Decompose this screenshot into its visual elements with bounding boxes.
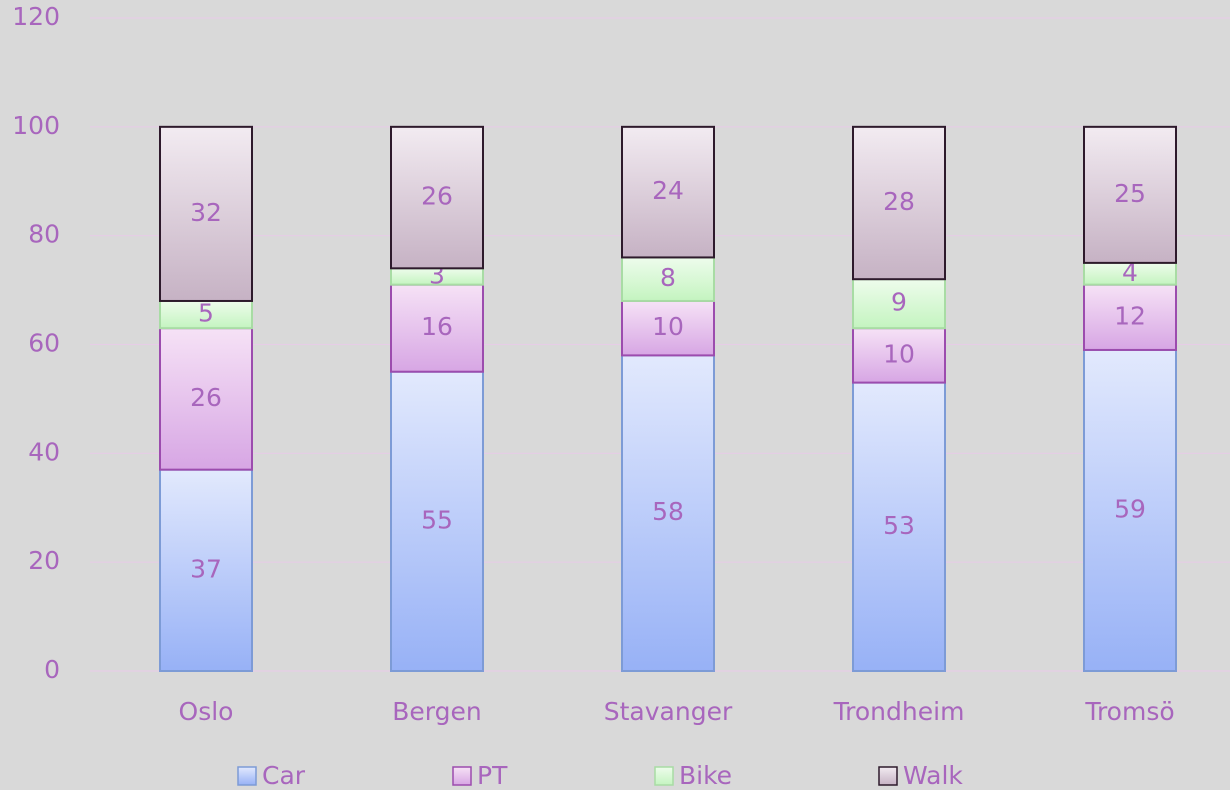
bar-segment xyxy=(390,125,484,270)
legend-swatch xyxy=(237,766,257,786)
y-tick-label: 120 xyxy=(12,2,60,31)
data-label: 28 xyxy=(883,187,915,216)
legend-swatch xyxy=(452,766,472,786)
bar-segment xyxy=(159,299,253,330)
data-label: 25 xyxy=(1114,179,1146,208)
data-label: 12 xyxy=(1114,301,1146,330)
y-tick-label: 80 xyxy=(28,220,60,249)
y-tick-label: 60 xyxy=(28,329,60,358)
bar-segment xyxy=(621,256,715,302)
legend-label: Bike xyxy=(679,761,732,790)
data-label: 55 xyxy=(421,505,453,534)
data-label: 59 xyxy=(1114,494,1146,523)
bar-segment xyxy=(1083,283,1177,351)
data-label: 8 xyxy=(660,263,676,292)
x-tick-label: Oslo xyxy=(179,697,234,726)
legend-label: PT xyxy=(477,761,508,790)
bar-segment xyxy=(1083,348,1177,672)
data-label: 9 xyxy=(891,288,907,317)
legend-label: Car xyxy=(262,761,306,790)
data-label: 53 xyxy=(883,511,915,540)
data-label: 4 xyxy=(1122,258,1138,287)
x-tick-label: Tromsö xyxy=(1084,697,1174,726)
bar-segment xyxy=(852,327,946,384)
bar-segment xyxy=(159,125,253,302)
data-label: 26 xyxy=(421,182,453,211)
y-tick-label: 20 xyxy=(28,546,60,575)
data-label: 37 xyxy=(190,554,222,583)
legend-label: Walk xyxy=(903,761,963,790)
data-label: 5 xyxy=(198,299,214,328)
data-label: 26 xyxy=(190,383,222,412)
bar-segment xyxy=(1083,125,1177,264)
bar-segment xyxy=(390,283,484,373)
y-tick-label: 0 xyxy=(44,655,60,684)
data-label: 24 xyxy=(652,176,684,205)
data-label: 10 xyxy=(652,312,684,341)
bar-segment xyxy=(852,278,946,330)
bar-segment xyxy=(852,125,946,281)
data-label: 32 xyxy=(190,198,222,227)
y-tick-label: 40 xyxy=(28,437,60,466)
x-tick-label: Stavanger xyxy=(604,697,733,726)
bar-segment xyxy=(159,468,253,672)
bar-segment xyxy=(621,299,715,357)
bar-segment xyxy=(621,125,715,259)
bar-segment xyxy=(159,327,253,471)
data-label: 58 xyxy=(652,497,684,526)
bar-segment xyxy=(852,381,946,672)
x-tick-label: Bergen xyxy=(392,697,481,726)
x-tick-label: Trondheim xyxy=(833,697,965,726)
data-label: 10 xyxy=(883,339,915,368)
y-tick-label: 100 xyxy=(12,111,60,140)
legend-swatch xyxy=(654,766,674,786)
bar-segment xyxy=(390,370,484,672)
legend-swatch xyxy=(878,766,898,786)
data-label: 16 xyxy=(421,312,453,341)
